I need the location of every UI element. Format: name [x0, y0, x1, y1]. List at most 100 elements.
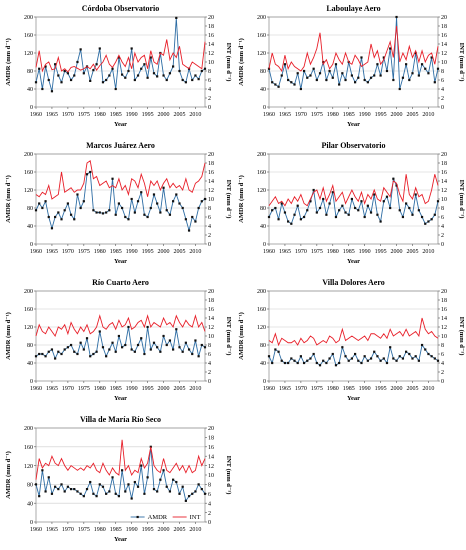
amdr-point-1976 [318, 364, 322, 367]
amdr-point-2010 [427, 220, 430, 223]
y-right-tick-label: 18 [208, 24, 214, 30]
amdr-point-2006 [181, 206, 184, 210]
amdr-point-1972 [73, 218, 76, 221]
amdr-point-2002 [168, 72, 172, 75]
y-right-tick-label: 2 [441, 96, 444, 102]
amdr-point-1992 [136, 343, 140, 347]
y-right-tick-label: 0 [208, 379, 211, 385]
amdr-point-2000 [162, 469, 165, 472]
y-right-tick-label: 2 [208, 370, 211, 376]
y-left-tick-label: 160 [257, 170, 266, 176]
x-tick-label: 1970 [62, 112, 74, 118]
x-tick-label: 2005 [406, 249, 418, 255]
amdr-point-1991 [366, 204, 369, 207]
amdr-point-1998 [156, 346, 159, 349]
y-left-tick-label: 0 [30, 379, 33, 385]
x-tick-label: 1995 [142, 386, 154, 392]
y-right-tick-label: 12 [208, 188, 214, 194]
x-tick-label: 1960 [30, 112, 42, 118]
x-tick-label: 2000 [391, 386, 403, 392]
amdr-point-1987 [120, 469, 124, 472]
y-right-tick-label: 10 [208, 334, 214, 340]
amdr-point-2005 [411, 72, 414, 75]
amdr-point-1993 [140, 67, 143, 70]
amdr-point-1964 [280, 359, 283, 362]
amdr-point-1996 [149, 206, 152, 210]
amdr-point-1998 [389, 47, 392, 50]
amdr-point-1967 [290, 222, 293, 225]
amdr-point-1987 [120, 346, 124, 349]
x-tick-label: 1960 [30, 527, 42, 533]
amdr-point-1972 [73, 488, 76, 491]
amdr-point-1970 [66, 72, 69, 75]
amdr-point-1983 [108, 74, 111, 77]
amdr-point-1999 [159, 478, 162, 481]
x-tick-label: 1995 [142, 527, 154, 533]
y-right-tick-label: 14 [441, 179, 447, 185]
y-right-tick-label: 14 [208, 179, 214, 185]
y-right-tick-label: 4 [441, 361, 444, 367]
x-tick-label: 2005 [406, 386, 418, 392]
amdr-point-1981 [334, 215, 338, 219]
chart-panel-3: Marcos Juárez Aero0408012016020002468101… [5, 141, 232, 265]
amdr-point-1970 [66, 346, 69, 349]
y-left-tick-label: 80 [27, 483, 33, 489]
amdr-point-1995 [379, 359, 382, 362]
y-left-tick-label: 120 [257, 325, 266, 331]
amdr-point-1967 [57, 488, 60, 491]
y-left-tick-label: 40 [27, 87, 33, 93]
amdr-point-1983 [341, 346, 344, 349]
amdr-point-1974 [312, 188, 315, 192]
y-left-tick-label: 80 [260, 69, 266, 75]
amdr-series-line [268, 16, 439, 90]
amdr-point-1960 [34, 209, 38, 212]
y-right-tick-label: 4 [208, 224, 211, 230]
amdr-point-1977 [89, 480, 92, 484]
amdr-point-1979 [328, 357, 331, 360]
amdr-point-1983 [341, 72, 344, 75]
int-series-line [268, 174, 439, 207]
amdr-point-1987 [353, 352, 357, 356]
amdr-point-1965 [50, 348, 54, 351]
y-right-tick-label: 12 [441, 325, 447, 331]
y-right-tick-label: 12 [208, 51, 214, 57]
chart-title: Marcos Juárez Aero [86, 141, 155, 150]
amdr-point-1966 [54, 63, 57, 66]
x-tick-label: 1980 [327, 249, 339, 255]
y-left-tick-label: 0 [30, 105, 33, 111]
y-left-tick-label: 0 [30, 520, 33, 526]
y-left-tick-label: 0 [263, 379, 266, 385]
y-left-tick-label: 160 [24, 33, 33, 39]
amdr-point-1998 [156, 75, 159, 78]
y-right-tick-label: 14 [208, 454, 214, 460]
amdr-point-1989 [127, 218, 130, 221]
x-tick-label: 1965 [46, 249, 58, 255]
x-tick-label: 1975 [311, 386, 323, 392]
amdr-point-1983 [108, 490, 111, 493]
amdr-point-1978 [92, 492, 95, 495]
chart-title: Villa Dolores Aero [322, 278, 385, 287]
y-right-axis-label: INT (mm d⁻¹) [225, 180, 232, 219]
amdr-point-1965 [283, 361, 287, 365]
y-left-tick-label: 120 [24, 51, 33, 57]
amdr-point-1962 [274, 83, 277, 86]
amdr-point-1962 [274, 348, 277, 351]
x-tick-label: 1975 [78, 249, 90, 255]
amdr-point-1973 [309, 200, 312, 203]
x-axis-label: Year [347, 121, 360, 128]
amdr-point-1968 [60, 352, 63, 356]
amdr-point-1962 [274, 206, 277, 210]
amdr-point-1987 [353, 81, 357, 84]
x-tick-label: 1985 [343, 112, 355, 118]
y-right-tick-label: 2 [441, 370, 444, 376]
amdr-point-1993 [373, 74, 376, 77]
y-right-tick-label: 20 [441, 152, 447, 158]
amdr-point-2003 [405, 63, 408, 66]
amdr-point-1983 [108, 209, 111, 212]
int-series-line [35, 39, 206, 73]
amdr-point-1983 [341, 204, 344, 207]
amdr-point-1964 [280, 202, 283, 205]
amdr-point-1969 [63, 69, 66, 73]
x-axis-label: Year [347, 395, 360, 402]
x-tick-label: 1965 [279, 386, 291, 392]
